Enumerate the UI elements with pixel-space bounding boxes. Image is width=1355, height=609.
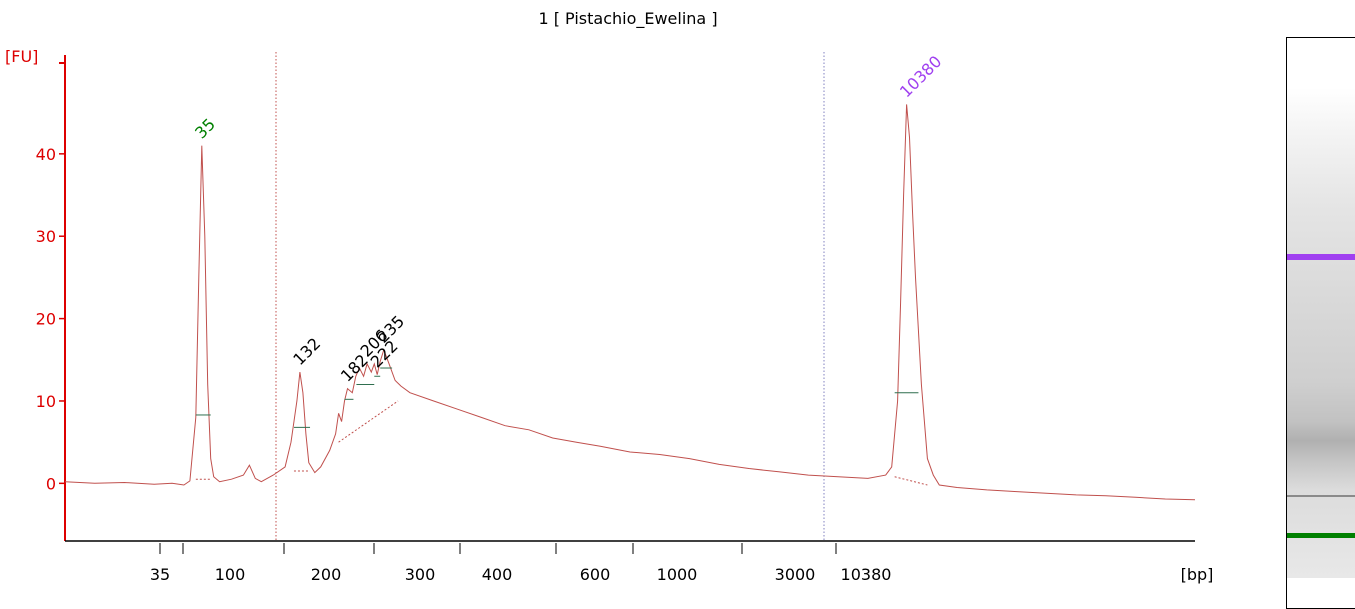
x-tick-label: 300 (405, 565, 436, 584)
chart-title: 1 [ Pistachio_Ewelina ] (538, 9, 717, 29)
axes: 0 10 20 30 40 35 100 200 300 400 600 1000 3000 10380 (36, 52, 1195, 584)
x-tick-label: 3000 (775, 565, 816, 584)
upper-marker-band (1287, 254, 1355, 260)
electropherogram-chart: 1 [ Pistachio_Ewelina ] [FU] [bp] 0 10 20 3… (5, 9, 1214, 584)
peak-label: 35 (191, 115, 219, 143)
y-tick-label: 30 (36, 227, 56, 246)
x-tick-label: 100 (215, 565, 246, 584)
x-tick-label: 600 (580, 565, 611, 584)
x-tick-label: 1000 (657, 565, 698, 584)
x-tick-label: 10380 (841, 565, 892, 584)
gel-lane (1287, 88, 1355, 578)
gel-image (1286, 37, 1355, 609)
chart-marks (64, 104, 1196, 501)
x-tick-label: 400 (482, 565, 513, 584)
y-tick-label: 10 (36, 392, 56, 411)
y-tick-label: 40 (36, 145, 56, 164)
trace-line (64, 104, 1196, 501)
y-axis-label: [FU] (5, 47, 38, 66)
y-tick-label: 20 (36, 310, 56, 329)
gel-band (1287, 495, 1355, 497)
x-tick-label: 200 (311, 565, 342, 584)
x-axis-label: [bp] (1181, 565, 1214, 584)
peak-baseline (894, 476, 928, 486)
x-tick-label: 35 (150, 565, 170, 584)
lower-marker-band (1287, 533, 1355, 538)
peak-label: 132 (289, 334, 324, 369)
peak-label: 10380 (896, 52, 945, 101)
peak-baseline (338, 400, 399, 443)
y-tick-label: 0 (46, 474, 56, 493)
